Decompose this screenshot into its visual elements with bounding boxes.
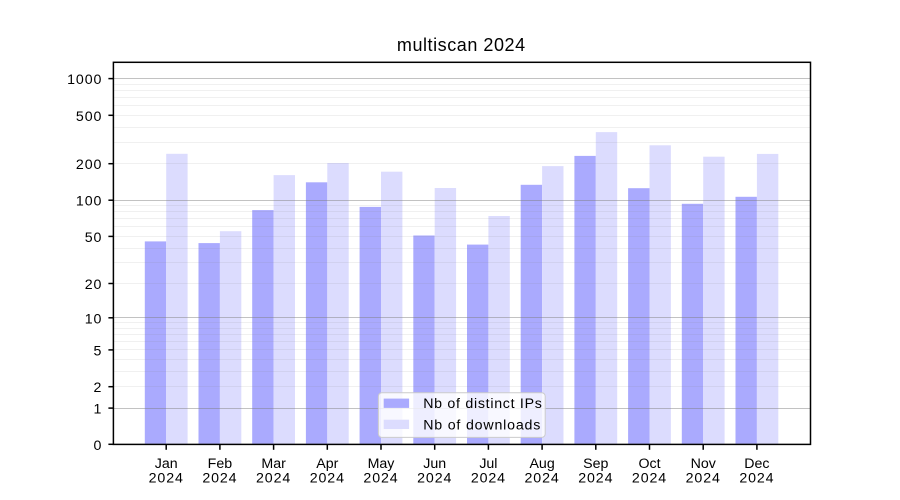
svg-text:May: May	[368, 456, 396, 472]
svg-text:2024: 2024	[256, 470, 291, 486]
svg-text:2024: 2024	[686, 470, 721, 486]
svg-text:1000: 1000	[67, 72, 102, 88]
svg-text:Apr: Apr	[316, 456, 338, 472]
svg-text:50: 50	[85, 230, 103, 246]
svg-text:500: 500	[76, 109, 102, 125]
svg-text:2024: 2024	[310, 470, 345, 486]
svg-text:Jun: Jun	[423, 456, 446, 472]
svg-text:Jul: Jul	[479, 456, 497, 472]
svg-text:2024: 2024	[363, 470, 398, 486]
svg-text:1: 1	[94, 402, 103, 418]
svg-text:Dec: Dec	[744, 456, 769, 472]
svg-text:2024: 2024	[471, 470, 506, 486]
svg-text:Sep: Sep	[583, 456, 608, 472]
svg-text:2: 2	[94, 380, 103, 396]
svg-text:20: 20	[85, 277, 103, 293]
svg-text:10: 10	[85, 311, 103, 327]
svg-text:Mar: Mar	[261, 456, 286, 472]
svg-text:Feb: Feb	[208, 456, 233, 472]
svg-text:Nb of distinct IPs: Nb of distinct IPs	[423, 396, 542, 412]
svg-text:2024: 2024	[202, 470, 237, 486]
svg-text:2024: 2024	[525, 470, 560, 486]
svg-text:2024: 2024	[578, 470, 613, 486]
svg-text:Nov: Nov	[691, 456, 717, 472]
svg-text:2024: 2024	[149, 470, 184, 486]
svg-text:2024: 2024	[417, 470, 452, 486]
svg-text:2024: 2024	[739, 470, 774, 486]
svg-text:Oct: Oct	[638, 456, 660, 472]
svg-text:0: 0	[94, 438, 103, 454]
svg-text:Jan: Jan	[155, 456, 178, 472]
svg-text:2024: 2024	[632, 470, 667, 486]
svg-text:Nb of downloads: Nb of downloads	[423, 417, 541, 433]
svg-text:5: 5	[94, 343, 103, 359]
svg-text:multiscan 2024: multiscan 2024	[397, 35, 526, 55]
svg-text:200: 200	[76, 157, 102, 173]
svg-text:100: 100	[76, 194, 102, 210]
svg-text:Aug: Aug	[529, 456, 554, 472]
